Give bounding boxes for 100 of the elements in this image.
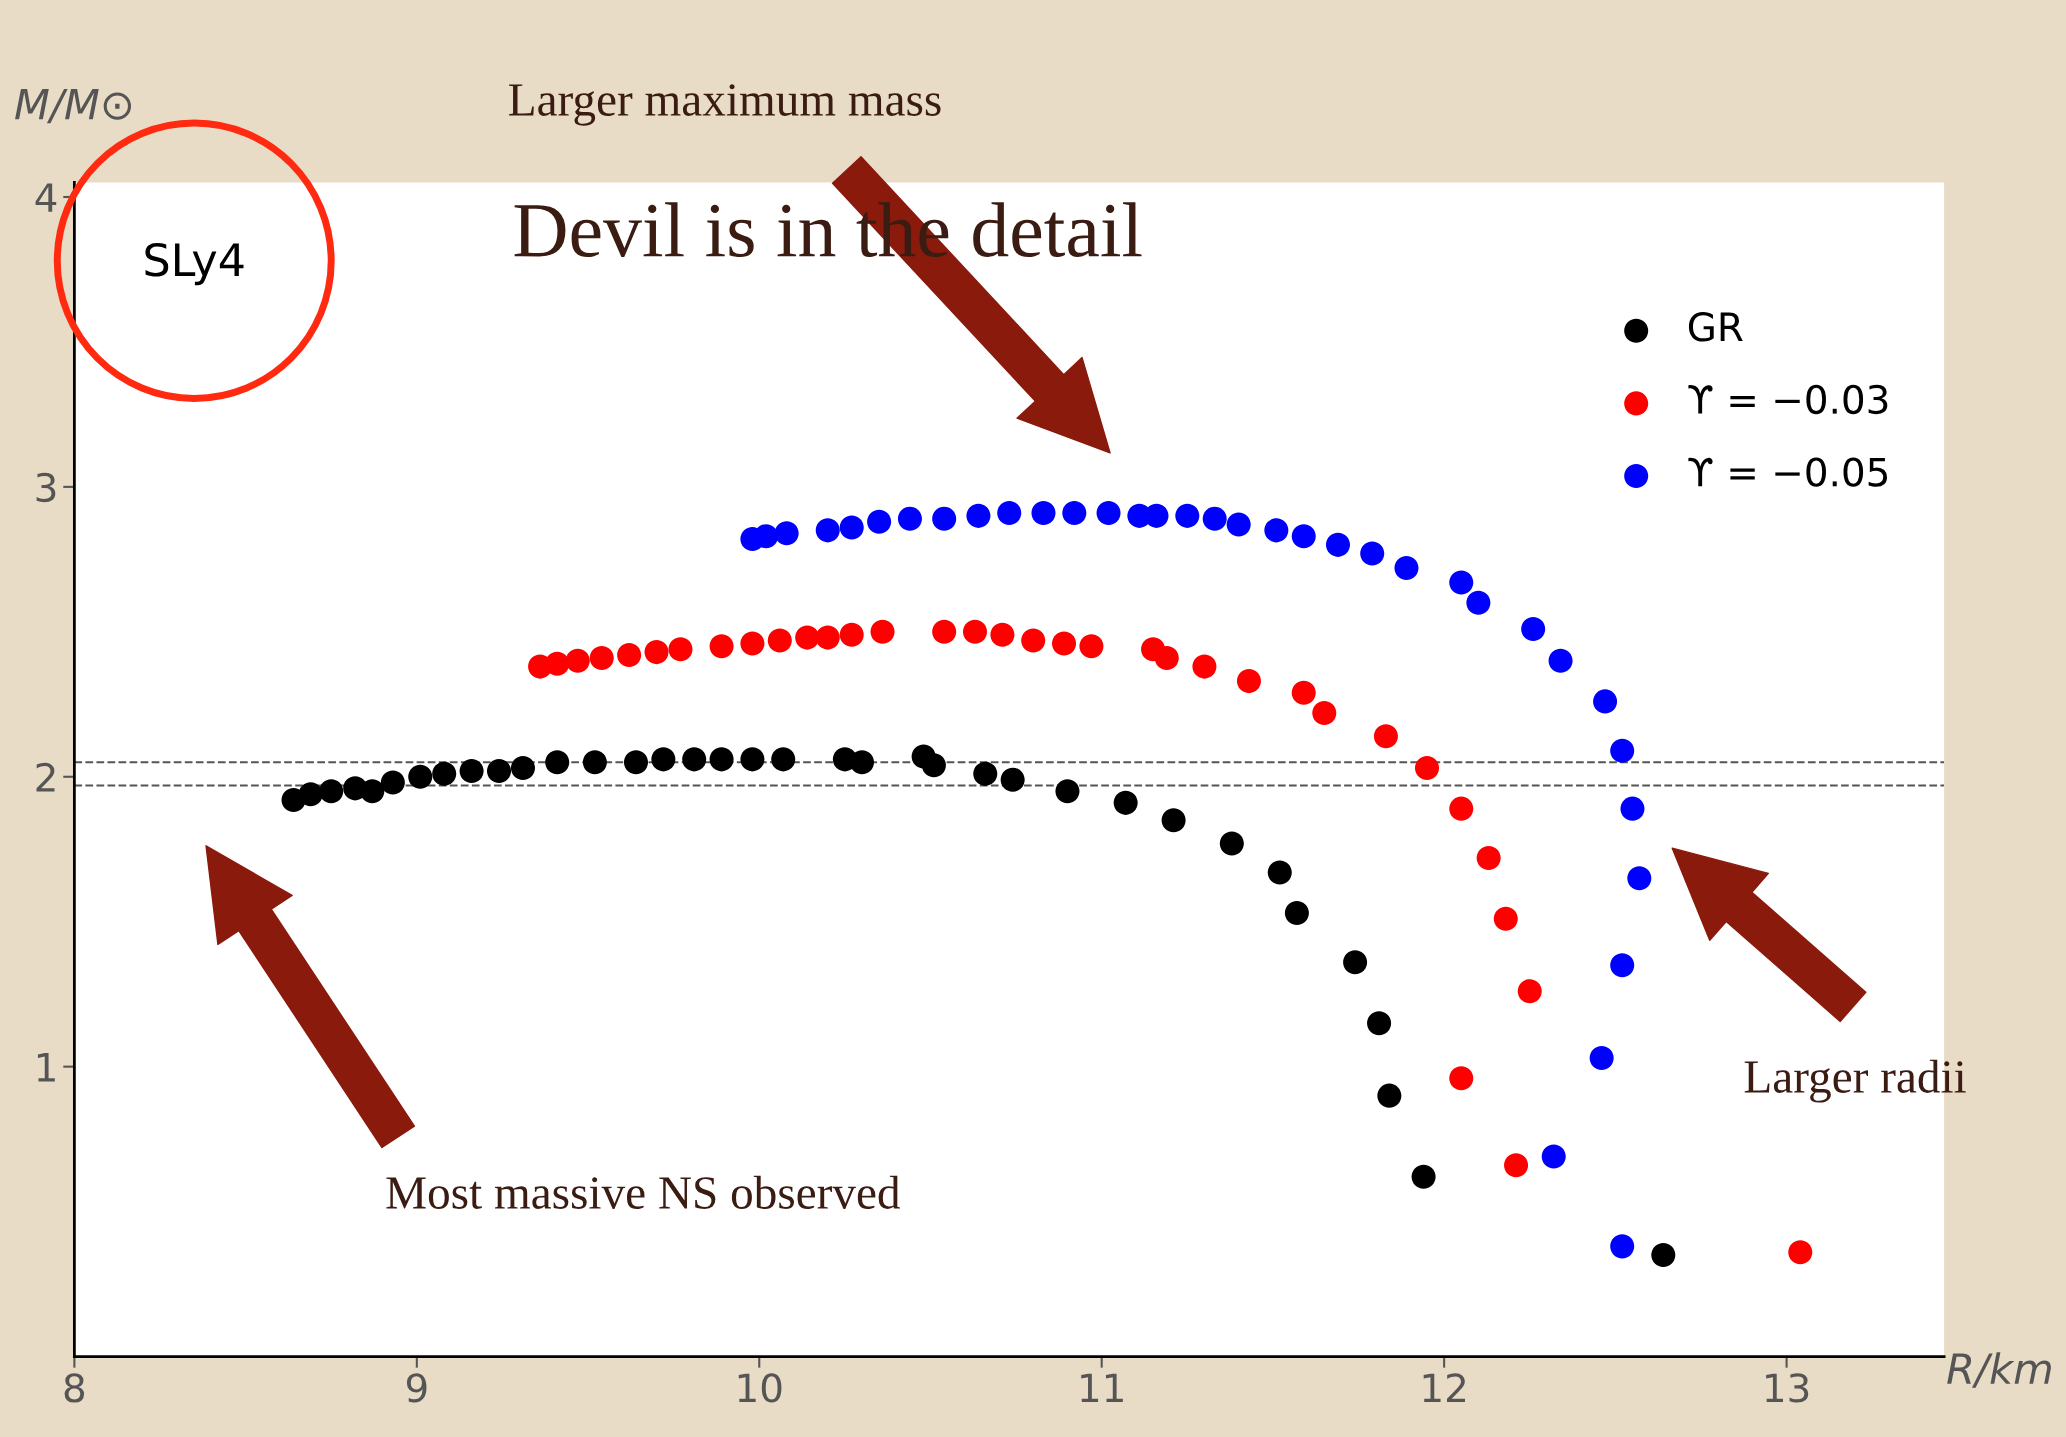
point (1377, 1083, 1402, 1108)
text: Larger maximum mass (509, 84, 941, 126)
point (990, 622, 1015, 647)
point (966, 503, 991, 528)
point (1000, 767, 1025, 792)
point (1493, 906, 1518, 931)
point (319, 779, 344, 804)
legend-label: GR (1688, 312, 1743, 342)
point (1627, 866, 1652, 891)
point (360, 779, 385, 804)
point (1325, 532, 1351, 557)
point (1113, 790, 1138, 815)
point (1593, 689, 1618, 714)
point (774, 521, 799, 546)
point (870, 619, 895, 644)
point (589, 645, 614, 670)
point (1610, 738, 1635, 763)
point (682, 747, 707, 772)
point (740, 631, 765, 656)
point (623, 750, 649, 775)
point (510, 756, 535, 781)
point (1031, 500, 1056, 525)
legend-label: ϒ = −0.05 (1688, 457, 1888, 487)
y-tick-label: 1 (37, 1053, 55, 1082)
point (921, 753, 946, 778)
x-tick-label: 8 (64, 1373, 85, 1403)
point (1226, 512, 1251, 537)
point (1312, 700, 1337, 726)
point (459, 758, 484, 783)
point (545, 651, 570, 676)
point (1449, 570, 1474, 595)
point (1788, 1240, 1813, 1265)
point (1079, 634, 1104, 659)
annotation: Most massive NS observed (386, 1175, 900, 1209)
point (815, 518, 840, 543)
point (1589, 1045, 1614, 1070)
point (1610, 953, 1635, 978)
point (1175, 503, 1200, 528)
point (1373, 724, 1398, 749)
x-tick-label: 12 (1423, 1373, 1465, 1403)
x-axis-title: R/km (1947, 1352, 2051, 1388)
point (1267, 860, 1292, 885)
point (617, 642, 642, 668)
point (839, 515, 864, 540)
point (408, 764, 433, 789)
point (1620, 796, 1645, 821)
point (1343, 950, 1368, 975)
point (644, 640, 669, 665)
legend-label: ϒ = −0.03 (1688, 384, 1888, 415)
point (1449, 1066, 1474, 1091)
point (897, 506, 922, 531)
y-tick-label: 2 (36, 762, 55, 792)
point (767, 628, 792, 653)
point (1466, 590, 1491, 615)
point (380, 770, 405, 795)
x-tick-label: 10 (738, 1373, 782, 1403)
point (545, 750, 570, 775)
point (1096, 500, 1121, 525)
point (1161, 808, 1186, 833)
y-tick-label: 3 (36, 472, 56, 503)
x-tick-label: 9 (406, 1373, 427, 1403)
point (867, 509, 892, 534)
point (754, 524, 779, 549)
y-axis-title: M/M⊙ (15, 88, 131, 124)
point (1144, 503, 1169, 528)
point (565, 648, 590, 673)
point (1548, 648, 1573, 673)
point (486, 758, 512, 783)
point (1411, 1164, 1436, 1189)
point (932, 619, 957, 644)
point (1284, 900, 1309, 926)
x-tick-label: 13 (1766, 1373, 1809, 1403)
point (651, 747, 676, 772)
point (582, 750, 607, 775)
point (1476, 845, 1501, 870)
point (962, 619, 988, 644)
point (839, 622, 864, 647)
annotation: SLy4 (145, 242, 244, 286)
point (740, 747, 765, 772)
point (1651, 1243, 1676, 1268)
point (1236, 669, 1261, 694)
point (1541, 1144, 1566, 1169)
point (1414, 756, 1440, 781)
point (709, 747, 734, 772)
point (1394, 556, 1419, 581)
point (1521, 616, 1546, 641)
x-tick-label: 11 (1081, 1373, 1123, 1403)
point (1154, 645, 1179, 670)
point (1610, 1234, 1635, 1259)
point (815, 625, 840, 650)
annotation: Larger radii (1744, 1059, 1966, 1103)
point (668, 637, 693, 662)
point (932, 506, 957, 531)
point (1202, 506, 1227, 531)
point (973, 761, 998, 786)
point (1264, 518, 1289, 543)
point (1360, 541, 1385, 566)
point (997, 500, 1022, 525)
point (849, 750, 875, 775)
point (1192, 654, 1217, 679)
